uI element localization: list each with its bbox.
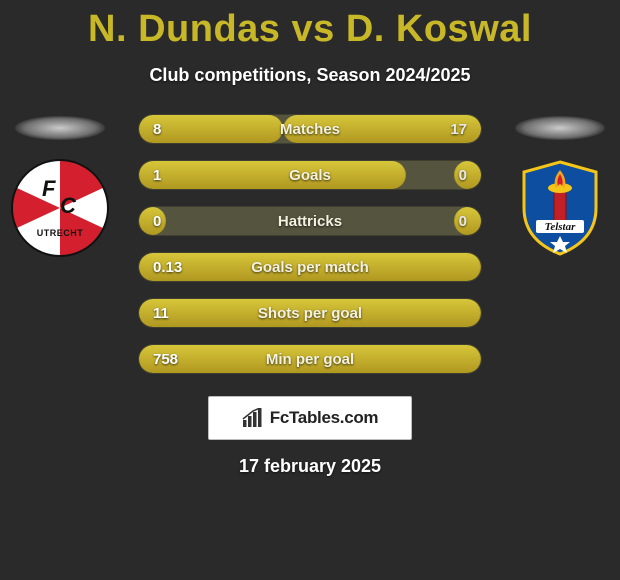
brand-text: FcTables.com [270,408,379,428]
svg-text:C: C [60,193,77,218]
player-left-name: N. Dundas [88,8,280,50]
svg-text:F: F [42,176,56,201]
telstar-logo-icon: Telstar [516,158,604,258]
right-player-column: Telstar [500,114,620,258]
stat-bars: 8Matches171Goals00Hattricks00.13Goals pe… [138,114,482,374]
fc-utrecht-logo-icon: F C UTRECHT [10,158,110,258]
halo-left [15,116,105,140]
stat-label: Goals [139,161,481,189]
stat-label: Goals per match [139,253,481,281]
subtitle: Club competitions, Season 2024/2025 [0,65,620,86]
left-player-column: F C UTRECHT [0,114,120,258]
vs-text: vs [292,8,335,50]
stat-label: Shots per goal [139,299,481,327]
stat-row: 1Goals0 [138,160,482,190]
stat-right-value: 0 [459,161,467,189]
svg-text:Telstar: Telstar [545,221,576,233]
halo-right [515,116,605,140]
bars-chart-icon [242,408,264,428]
stat-right-value: 0 [459,207,467,235]
comparison-content: F C UTRECHT Telstar 8Matches171Goals00Ha… [0,114,620,477]
date-text: 17 february 2025 [0,456,620,477]
stat-row: 0Hattricks0 [138,206,482,236]
club-logo-right: Telstar [510,158,610,258]
stat-label: Matches [139,115,481,143]
stat-right-value: 17 [450,115,467,143]
svg-text:UTRECHT: UTRECHT [37,228,84,238]
player-right-name: D. Koswal [346,8,532,50]
stat-label: Hattricks [139,207,481,235]
stat-row: 11Shots per goal [138,298,482,328]
stat-label: Min per goal [139,345,481,373]
stat-row: 8Matches17 [138,114,482,144]
brand-badge[interactable]: FcTables.com [208,396,412,440]
stat-row: 758Min per goal [138,344,482,374]
stat-row: 0.13Goals per match [138,252,482,282]
page-title: N. Dundas vs D. Koswal [0,0,620,51]
club-logo-left: F C UTRECHT [10,158,110,258]
